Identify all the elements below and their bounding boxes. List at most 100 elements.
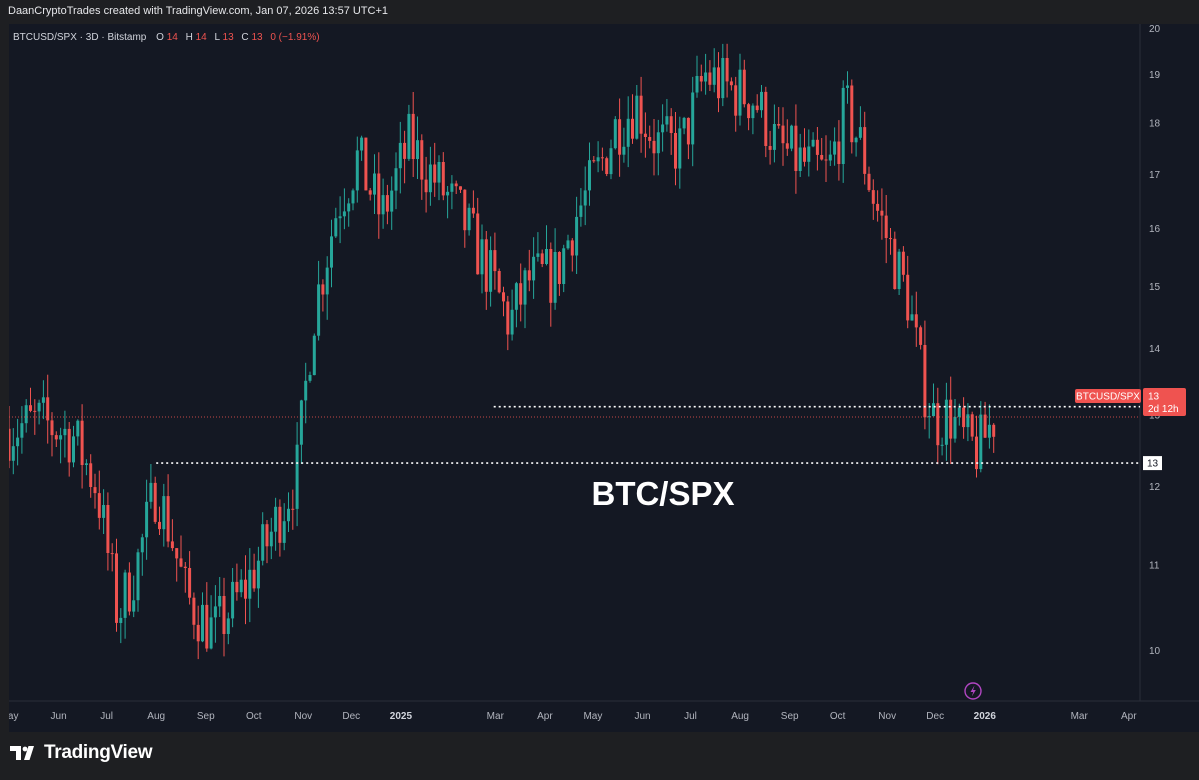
- candle-body: [768, 146, 772, 150]
- time-tick-label: May: [583, 711, 602, 722]
- candle-body: [145, 501, 149, 538]
- candle-body: [330, 236, 333, 268]
- legend-high-value: 14: [196, 32, 208, 43]
- candle-body: [953, 416, 957, 439]
- time-tick-label: Jul: [684, 711, 697, 722]
- candle-body: [46, 397, 50, 421]
- candle-body: [437, 162, 441, 183]
- candle-body: [527, 270, 531, 281]
- candle-body: [876, 203, 880, 211]
- candle-body: [674, 133, 677, 169]
- top-bar: DaanCryptoTrades created with TradingVie…: [0, 0, 1199, 24]
- time-axis[interactable]: May Jun Jul Aug Sep Oct Nov Dec 2025 Mar Apr May Jun…: [9, 711, 1137, 722]
- candle-body: [20, 423, 24, 438]
- candle-body: [364, 137, 368, 191]
- candle-body: [201, 604, 204, 642]
- candle-body: [321, 284, 325, 295]
- candle-body: [360, 137, 364, 151]
- candle-body: [794, 125, 798, 171]
- time-tick-label: Nov: [294, 711, 312, 722]
- candle-body: [910, 314, 914, 321]
- candle-body: [463, 189, 467, 231]
- candle-body: [966, 414, 970, 428]
- candle-body: [381, 195, 385, 215]
- candle-body: [824, 159, 828, 161]
- candle-body: [317, 284, 321, 336]
- candle-body: [622, 146, 626, 155]
- candle-body: [265, 524, 269, 547]
- candle-body: [63, 428, 67, 436]
- candle-body: [656, 132, 660, 154]
- price-axis-background: [1140, 24, 1199, 701]
- candle-body: [140, 537, 144, 553]
- candle-body: [510, 309, 514, 335]
- candle-body: [729, 81, 733, 86]
- candle-body: [502, 292, 505, 302]
- candle-body: [635, 95, 639, 139]
- candle-body: [957, 407, 961, 417]
- candle-body: [936, 403, 940, 446]
- candle-body: [484, 239, 488, 292]
- candle-body: [334, 218, 338, 237]
- candle-body: [239, 579, 243, 593]
- candle-body: [850, 85, 854, 143]
- candle-body: [575, 216, 579, 256]
- price-tag-countdown: 2d 12h: [1148, 404, 1179, 415]
- candle-body: [566, 240, 570, 249]
- candle-body: [106, 505, 110, 553]
- candle-body: [833, 141, 837, 155]
- candle-body: [54, 435, 58, 440]
- candle-body: [9, 428, 11, 461]
- attribution-text: DaanCryptoTrades created with TradingVie…: [8, 5, 389, 17]
- chart-area[interactable]: 13 13 10 11 12 13 14 15 16 17 18 19 20 May Jun Jul Aug…: [9, 24, 1199, 732]
- candle-body: [717, 67, 720, 99]
- candle-body: [901, 251, 905, 275]
- candle-body: [459, 186, 462, 190]
- candle-body: [600, 157, 604, 159]
- candle-body: [592, 160, 596, 162]
- candle-body: [609, 148, 613, 175]
- candle-body: [970, 414, 974, 437]
- candle-body: [222, 596, 226, 634]
- candle-body: [553, 252, 557, 303]
- candle-body: [446, 191, 450, 196]
- candle-body: [102, 505, 106, 518]
- legend-symbol: BTCUSD/SPX · 3D · Bitstamp: [13, 32, 147, 43]
- candle-body: [648, 137, 652, 141]
- candle-body: [923, 345, 927, 418]
- candle-body: [618, 119, 622, 155]
- candle-body: [764, 91, 768, 146]
- candle-body: [252, 569, 256, 589]
- candle-body: [97, 493, 101, 518]
- candle-body: [67, 428, 71, 463]
- candle-body: [613, 119, 617, 149]
- candle-body: [605, 158, 609, 174]
- lightning-icon[interactable]: [964, 682, 982, 700]
- candle-body: [50, 420, 54, 436]
- candle-body: [16, 437, 20, 447]
- candle-body: [880, 210, 884, 216]
- candle-body: [110, 553, 114, 555]
- candle-body: [308, 375, 312, 381]
- candle-body: [450, 183, 454, 192]
- candle-body: [269, 531, 273, 547]
- candle-body: [355, 150, 359, 191]
- candle-body: [480, 239, 484, 275]
- time-tick-label: Sep: [781, 711, 799, 722]
- level-tag-label: 13: [1147, 459, 1159, 470]
- candle-body: [536, 253, 540, 257]
- candle-body: [863, 127, 867, 174]
- candle-body: [695, 76, 699, 93]
- candle-body: [424, 179, 428, 193]
- candle-body: [682, 117, 686, 129]
- candle-body: [661, 124, 665, 133]
- candle-body: [394, 168, 398, 191]
- candle-body: [454, 183, 458, 187]
- tradingview-logo[interactable]: TradingView: [10, 742, 153, 764]
- candle-body: [166, 496, 170, 542]
- candle-body: [545, 249, 548, 264]
- candle-body: [162, 496, 166, 530]
- candle-body: [149, 482, 153, 502]
- time-tick-label: 2025: [390, 711, 413, 722]
- candle-body: [893, 238, 897, 289]
